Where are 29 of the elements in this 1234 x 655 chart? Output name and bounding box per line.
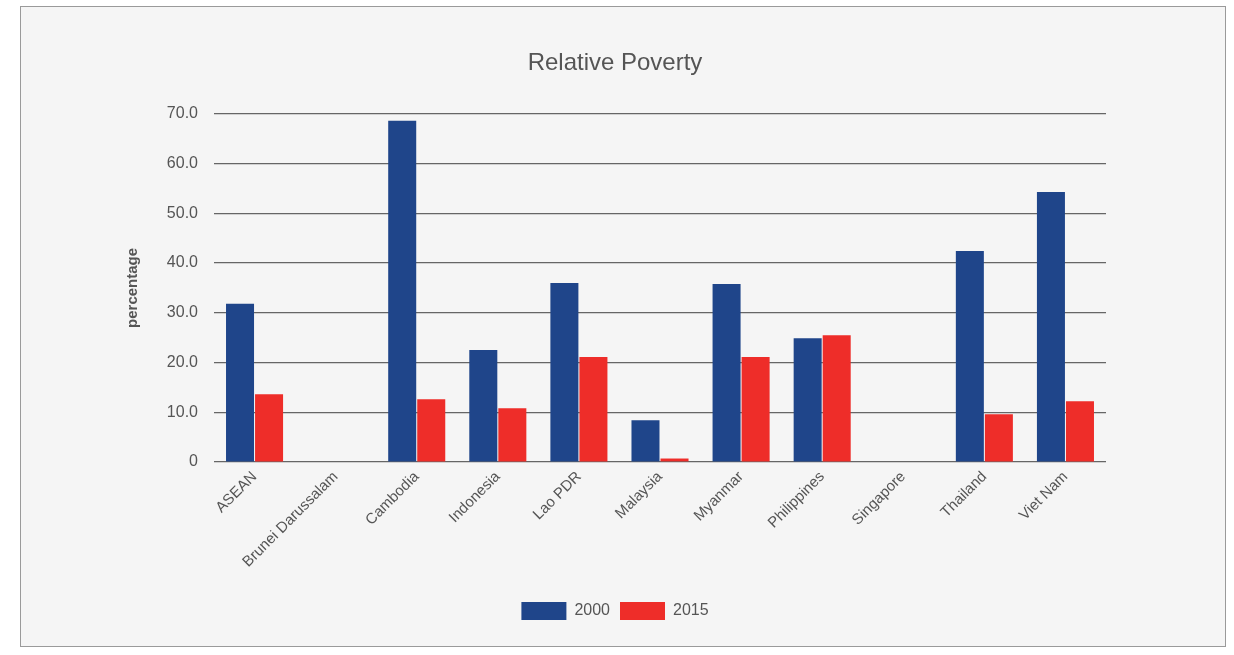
legend-label: 2000 [574, 601, 611, 619]
y-tick-label: 30.0 [166, 303, 199, 321]
y-tick-label: 40.0 [166, 253, 199, 271]
y-tick-label: 20.0 [166, 352, 199, 370]
bar [550, 282, 579, 462]
y-tick-label: 0 [189, 452, 199, 470]
bar [631, 420, 660, 462]
y-axis-title: percentage [123, 247, 141, 328]
legend-label: 2015 [673, 601, 709, 619]
bar [741, 357, 770, 462]
y-tick-label: 70.0 [166, 104, 199, 122]
bar [417, 399, 446, 462]
bar [579, 357, 608, 462]
bar [498, 408, 527, 462]
bar [793, 338, 822, 462]
chart-title: Relative Poverty [527, 48, 703, 76]
bar [1036, 191, 1065, 462]
bar [469, 350, 498, 462]
bar [1065, 401, 1094, 462]
y-tick-label: 60.0 [166, 153, 199, 171]
bar [822, 335, 851, 462]
bar [712, 283, 741, 462]
y-tick-label: 50.0 [166, 203, 199, 221]
bar [255, 394, 284, 462]
bar [984, 414, 1013, 462]
bar [955, 251, 984, 462]
bar [226, 303, 255, 462]
bar [388, 120, 417, 462]
y-tick-label: 10.0 [166, 402, 199, 420]
